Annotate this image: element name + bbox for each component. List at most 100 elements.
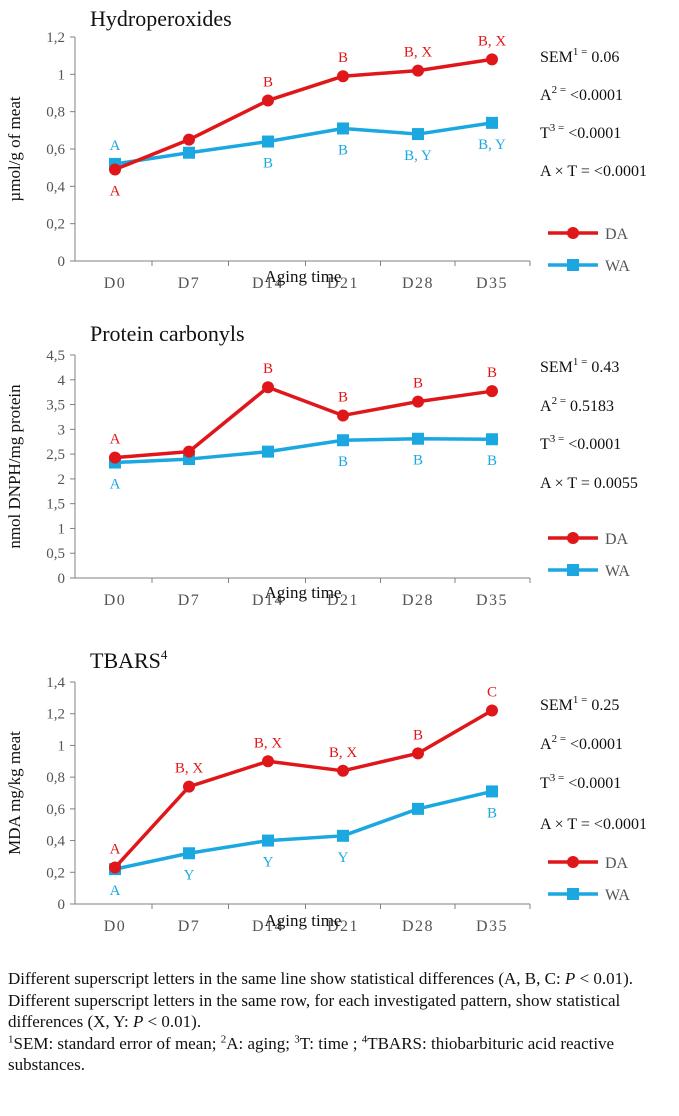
x-tick-label: D21 [327,918,359,935]
y-tick-label: 4 [58,373,66,389]
data-point-da [337,70,349,83]
data-point-da [412,64,424,77]
y-tick-label: 1,5 [46,497,65,513]
data-point-wa [486,116,498,129]
legend-label-da: DA [605,531,629,548]
y-axis-title: µmol/g of meat [5,96,24,201]
significance-label-da: A [110,184,121,200]
x-tick-label: D14 [252,275,284,292]
data-point-wa [262,834,274,847]
chart-title: Protein carbonyls [90,321,245,346]
y-tick-label: 0 [58,897,66,913]
significance-label-da: B, X [254,735,283,751]
x-tick-label: D21 [327,275,359,292]
data-point-wa [183,146,195,159]
data-point-da [486,704,498,717]
x-tick-label: D35 [476,918,508,935]
x-tick-label: D7 [178,275,201,292]
data-point-da [183,780,195,793]
y-tick-label: 0,6 [46,142,65,158]
series-line-wa [114,121,493,166]
y-tick-label: 1 [58,738,66,754]
significance-label-da: B [263,361,273,377]
x-axis-title: Aging time [265,583,342,602]
data-point-da [412,747,424,760]
data-point-wa [412,432,424,445]
series-line-da [113,709,493,869]
y-axis-title: MDA mg/kg meat [5,731,24,855]
significance-label-da: B, X [404,45,433,61]
chart-3: TBARS4 0 0,2 0,4 0,6 0,8 1 1,2 1,4 D0 D7 D14 D21 D28 D… [5,647,647,935]
y-tick-label: 1 [58,67,66,83]
significance-label-da: B [338,50,348,66]
significance-label-da: A [110,842,121,858]
y-tick-label: 0,6 [46,802,65,818]
significance-label-da: B [263,74,273,90]
y-tick-label: 0,4 [46,834,65,850]
y-tick-label: 1,4 [46,675,65,691]
chart-2: Protein carbonyls 0 0,5 1 1,5 2 2,5 3 3,5 4 4,5 D0 D… [5,321,638,609]
significance-label-wa: B [338,454,348,470]
stat-annotation: SEM1 = 0.25 [540,694,619,714]
x-axis-title: Aging time [265,911,342,930]
significance-label-wa: Y [338,850,349,866]
y-tick-label: 0,2 [46,865,65,881]
significance-label-wa: A [110,138,121,154]
chart-title: TBARS4 [90,647,168,673]
data-point-wa [412,128,424,141]
y-tick-label: 0,8 [46,770,65,786]
significance-label-wa: B [487,805,497,821]
data-point-da [109,861,121,874]
chart-title: Hydroperoxides [90,6,232,31]
data-point-da [262,381,274,394]
stat-annotation: A × T = <0.0001 [540,163,647,180]
stat-annotation: A × T = 0.0055 [540,475,638,492]
stat-annotation: A × T = <0.0001 [540,816,647,833]
x-tick-label: D21 [327,592,359,609]
x-tick-label: D0 [104,592,127,609]
series-line-da [114,57,493,172]
footnote-line-1: Different superscript letters in the sam… [8,969,634,988]
data-point-da [183,133,195,146]
significance-label-wa: A [110,477,121,493]
stat-annotation: T3 = <0.0001 [540,122,621,142]
data-point-wa [486,433,498,446]
x-tick-label: D28 [402,275,434,292]
footnote: Different superscript letters in the sam… [8,968,672,1076]
data-point-wa [337,434,349,447]
significance-label-wa: B [413,453,423,469]
y-tick-label: 0 [58,571,66,587]
significance-label-da: B, X [478,33,507,49]
x-tick-label: D14 [252,918,284,935]
data-point-wa [337,122,349,135]
stat-annotation: T3 = <0.0001 [540,772,621,792]
y-tick-label: 0,4 [46,179,65,195]
data-point-da [337,409,349,422]
legend-label-da: DA [605,226,629,243]
x-tick-label: D0 [104,275,127,292]
legend-marker-wa [567,888,579,900]
y-tick-label: 0,2 [46,217,65,233]
significance-label-wa: A [110,883,121,899]
legend-label-wa: WA [605,563,630,580]
y-tick-label: 4,5 [46,348,65,364]
chart-1: Hydroperoxides 0 0,2 0,4 0,6 0,8 1 1,2 D0 D7 D14 D2… [5,6,647,292]
legend-marker-wa [567,564,579,576]
significance-label-wa: Y [184,867,195,883]
significance-label-wa: B, Y [478,137,506,153]
data-point-da [262,94,274,107]
x-tick-label: D28 [402,918,434,935]
y-tick-label: 0 [58,254,66,270]
y-tick-label: 1 [58,521,66,537]
legend-label-wa: WA [605,258,630,275]
y-tick-label: 3,5 [46,398,65,414]
legend-label-wa: WA [605,887,630,904]
significance-label-da: B, X [175,761,204,777]
significance-label-da: B [338,389,348,405]
stat-annotation: SEM1 = 0.06 [540,46,619,66]
data-point-da [109,451,121,464]
y-tick-label: 1,2 [46,707,65,723]
x-tick-label: D0 [104,918,127,935]
data-point-wa [412,802,424,815]
data-point-wa [262,135,274,148]
